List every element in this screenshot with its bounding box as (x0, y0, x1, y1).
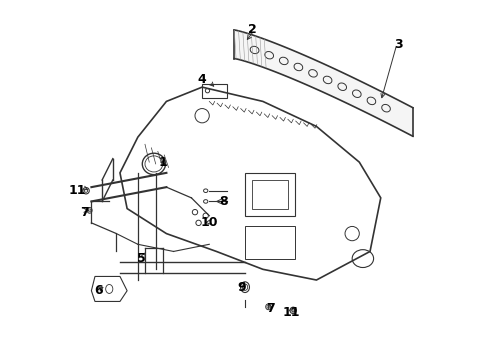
Bar (252, 180, 288, 208)
Text: 11: 11 (69, 184, 86, 197)
Text: 4: 4 (198, 73, 206, 86)
Text: 11: 11 (283, 306, 300, 319)
Text: 2: 2 (248, 23, 257, 36)
Text: 7: 7 (266, 302, 274, 315)
Bar (245, 173, 295, 216)
Text: 3: 3 (394, 38, 403, 51)
Bar (245, 226, 295, 258)
Bar (202, 84, 227, 98)
Text: 7: 7 (80, 206, 89, 219)
Text: 5: 5 (137, 252, 146, 265)
Text: 8: 8 (219, 195, 228, 208)
Text: 10: 10 (200, 216, 218, 229)
Text: 9: 9 (237, 281, 246, 294)
Text: 6: 6 (94, 284, 103, 297)
Text: 1: 1 (158, 156, 167, 168)
